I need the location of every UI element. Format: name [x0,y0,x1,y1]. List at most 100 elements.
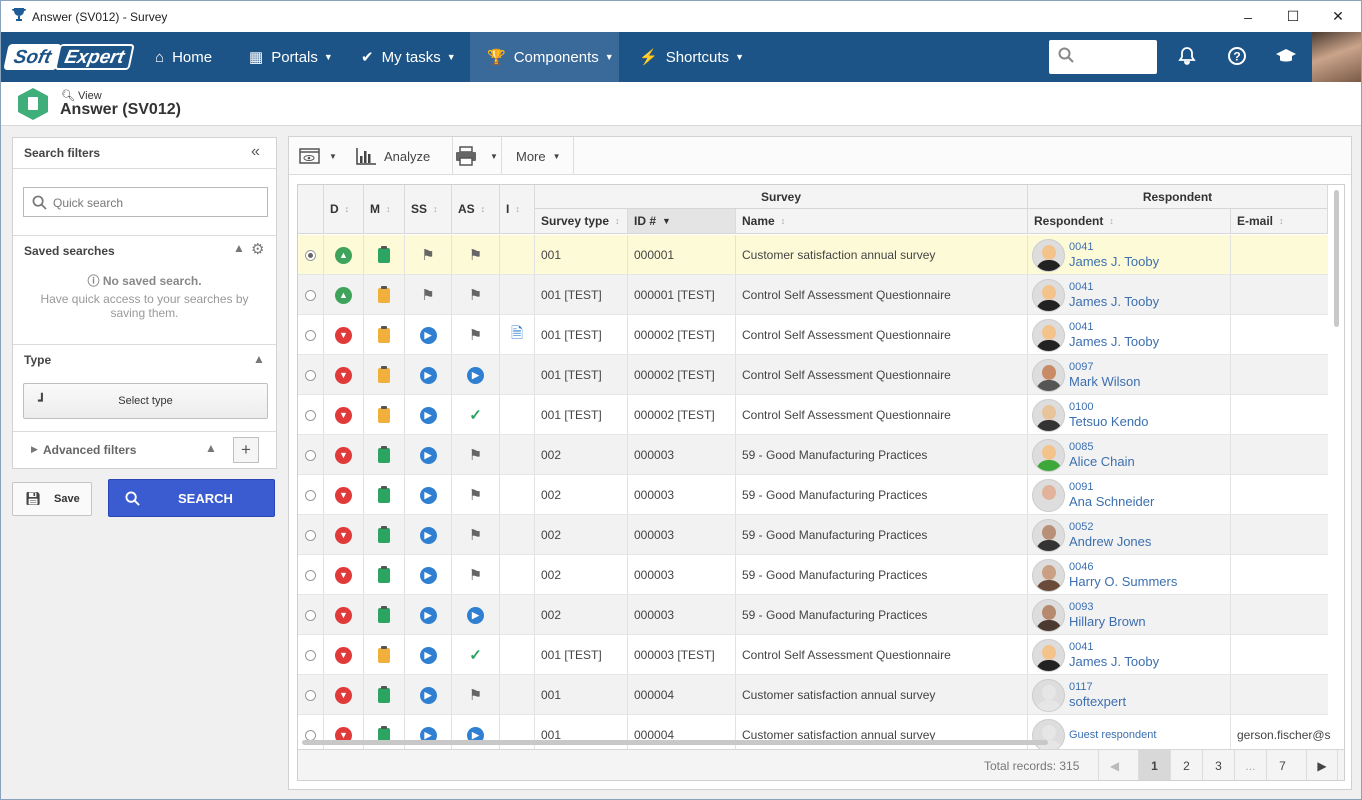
save-button[interactable]: 💾︎ Save [12,482,92,516]
row-select-radio[interactable] [305,609,316,621]
table-row[interactable]: ▲ ⚑ ⚑ 001 000001 Customer satisfaction annual… [298,235,1328,275]
nav-components[interactable]: 🏆 Components ▼ [470,32,619,82]
minimize-button[interactable]: – [1244,8,1252,25]
row-select-radio[interactable] [305,569,316,581]
table-row[interactable]: ▼ ▶ ⚑ 001 000004 Customer satisfaction annual… [298,675,1328,715]
table-row[interactable]: ▼ ▶ ⚑ 002 000003 59 - Good Manufacturing Prac… [298,555,1328,595]
respondent-name[interactable]: Alice Chain [1069,454,1135,469]
pin-icon[interactable]: ▲ [233,241,245,255]
row-select-radio[interactable] [305,649,316,661]
row-select-radio[interactable] [305,289,316,301]
row-select-radio[interactable] [305,689,316,701]
top-navbar: Soft Expert ⌂ Home ▦ Portals ▼ ✔ My task… [1,32,1361,82]
respondent-avatar [1032,678,1065,712]
play-icon: ▶ [419,526,437,544]
prev-page-button[interactable]: ◀ [1098,750,1130,780]
table-row[interactable]: ▼ ▶ ✓ 001 [TEST] 000003 [TEST] Control Self A… [298,635,1328,675]
view-button[interactable]: ▼ [299,137,337,175]
clipboard-edit-icon [378,285,390,303]
col-survey-type[interactable]: Survey type ↕ [535,209,628,233]
more-button[interactable]: More ▼ [501,137,574,175]
search-button[interactable]: SEARCH [108,479,275,517]
nav-my-tasks[interactable]: ✔ My tasks ▼ [361,48,456,67]
advanced-filters[interactable]: ▶ Advanced filters ▲ + [13,433,276,468]
vertical-scrollbar[interactable] [1334,190,1339,327]
add-filter-button[interactable]: + [233,437,259,463]
play-icon: ▶ [419,326,437,344]
col-as[interactable]: AS ↕ [452,185,500,234]
quick-search-input[interactable]: Quick search [23,187,268,217]
user-avatar[interactable] [1312,32,1361,82]
row-select-radio[interactable] [305,249,316,261]
respondent-name[interactable]: Ana Schneider [1069,494,1155,509]
col-email[interactable]: E-mail ↕ [1231,209,1328,233]
page-button[interactable]: 3 [1202,750,1234,780]
row-select-radio[interactable] [305,489,316,501]
portals-icon: ▦ [249,49,264,66]
clipboard-icon [378,445,390,463]
respondent-avatar [1032,638,1065,672]
play-icon: ▶ [419,446,437,464]
pin-icon[interactable]: ▲ [253,352,265,366]
row-select-radio[interactable] [305,369,316,381]
select-type-button[interactable]: ┛ Select type [23,383,268,419]
table-row[interactable]: ▼ ▶ ⚑ 002 000003 59 - Good Manufacturing Prac… [298,435,1328,475]
respondent-name[interactable]: Tetsuo Kendo [1069,414,1149,429]
row-select-radio[interactable] [305,729,316,741]
page-button[interactable]: 1 [1138,750,1170,780]
col-ss[interactable]: SS ↕ [405,185,452,234]
col-d[interactable]: D ↕ [324,185,364,234]
gear-icon[interactable]: ⚙ [251,241,265,258]
pin-icon[interactable]: ▲ [205,441,217,455]
global-search-input[interactable] [1049,40,1157,74]
table-row[interactable]: ▼ ▶ ▶ 002 000003 59 - Good Manufacturing Prac… [298,595,1328,635]
table-row[interactable]: ▼ ▶ ⚑ 002 000003 59 - Good Manufacturing Prac… [298,515,1328,555]
table-row[interactable]: ▲ ⚑ ⚑ 001 [TEST] 000001 [TEST] Control Self A… [298,275,1328,315]
respondent-name[interactable]: Hillary Brown [1069,614,1146,629]
row-select-radio[interactable] [305,449,316,461]
page-button[interactable]: 2 [1170,750,1202,780]
maximize-button[interactable]: ☐ [1286,8,1300,24]
id-cell: 000003 [634,528,675,542]
collapse-icon[interactable]: « [251,143,260,160]
respondent-name[interactable]: softexpert [1069,694,1127,709]
col-id[interactable]: ID # ▼ [628,209,736,233]
respondent-name[interactable]: James J. Tooby [1069,294,1160,309]
help-icon[interactable]: ? [1226,46,1248,68]
page-button[interactable]: ... [1234,750,1266,780]
analyze-button[interactable]: Analyze [355,137,430,175]
respondent-name[interactable]: James J. Tooby [1069,254,1160,269]
col-respondent[interactable]: Respondent ↕ [1028,209,1231,233]
col-m[interactable]: M ↕ [364,185,405,234]
graduation-cap-icon[interactable] [1275,46,1297,68]
saved-searches-section: Saved searches ▲ ⚙ ⓘ No saved search. Ha… [13,235,276,345]
col-name[interactable]: Name ↕ [736,209,1028,233]
respondent-avatar [1032,398,1065,432]
nav-home[interactable]: ⌂ Home [155,48,213,66]
table-row[interactable]: ▼ ▶ ⚑ 002 000003 59 - Good Manufacturing Prac… [298,475,1328,515]
table-row[interactable]: ▼ ▶ ▶ 001 000004 Customer satisfaction annual… [298,715,1331,755]
respondent-name[interactable]: James J. Tooby [1069,654,1160,669]
bell-icon[interactable] [1176,46,1198,68]
respondent-name[interactable]: James J. Tooby [1069,334,1160,349]
table-row[interactable]: ▼ ▶ ▶ 001 [TEST] 000002 [TEST] Control Self A… [298,355,1328,395]
table-row[interactable]: ▼ ▶ ✓ 001 [TEST] 000002 [TEST] Control Self A… [298,395,1328,435]
row-select-radio[interactable] [305,409,316,421]
table-row[interactable]: ▼ ▶ ⚑ 🗎︎ 001 [TEST] 000002 [TEST] Control Self… [298,315,1328,355]
softexpert-logo[interactable]: Soft Expert [3,44,135,70]
respondent-name[interactable]: Andrew Jones [1069,534,1152,549]
row-select-radio[interactable] [305,329,316,341]
next-page-button[interactable]: ▶ [1306,750,1338,780]
page-button[interactable]: 7 [1266,750,1298,780]
document-icon[interactable]: 🗎︎ [510,324,524,342]
nav-portals[interactable]: ▦ Portals ▼ [249,48,333,67]
respondent-name[interactable]: Mark Wilson [1069,374,1141,389]
nav-shortcuts[interactable]: ⚡ Shortcuts ▼ [639,48,744,67]
horizontal-scrollbar[interactable] [302,740,1048,745]
col-i[interactable]: I ↕ [500,185,535,234]
print-button[interactable]: ▼ [452,137,498,175]
close-button[interactable]: ✕ [1332,8,1344,24]
respondent-name[interactable]: Harry O. Summers [1069,574,1178,589]
row-select-radio[interactable] [305,529,316,541]
